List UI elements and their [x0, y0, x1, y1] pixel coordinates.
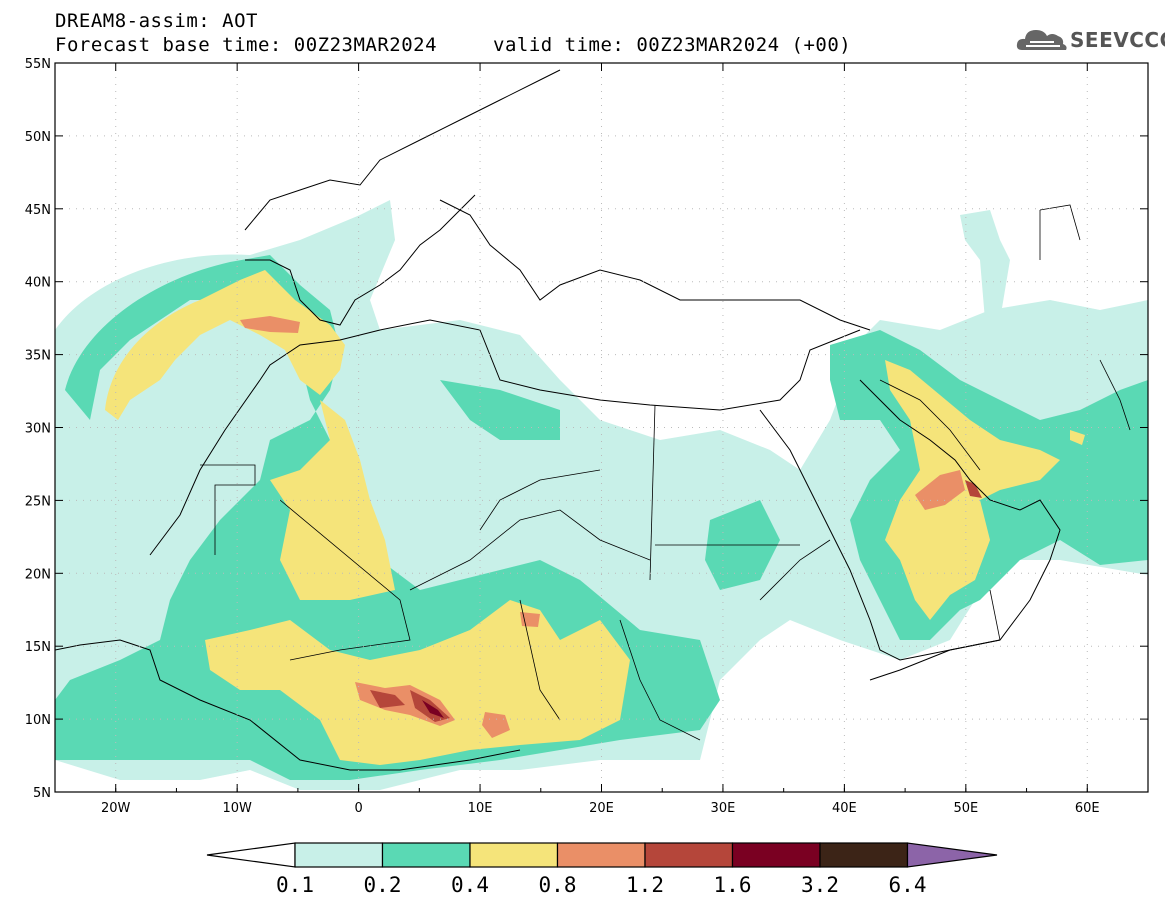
lat-tick-label: 35N: [25, 349, 51, 364]
lon-tick-label: 10W: [222, 801, 252, 816]
seevccc-logo: SEEVCCC: [1014, 22, 1165, 58]
valid-time: valid time: 00Z23MAR2024 (+00): [493, 34, 852, 56]
base-time: Forecast base time: 00Z23MAR2024: [55, 34, 438, 56]
colorbar-label: 1.2: [626, 873, 664, 897]
colorbar-segment: [819, 842, 909, 868]
lat-tick-label: 55N: [25, 57, 51, 72]
lon-tick-label: 0: [354, 801, 362, 816]
map-title: DREAM8-assim: AOT: [55, 10, 258, 32]
colorbar-segment: [294, 842, 384, 868]
colorbar-labels: 0.1 0.2 0.4 0.8 1.2 1.6 3.2 6.4: [276, 873, 926, 897]
grid-lines: [55, 63, 1148, 792]
colorbar-segment: [381, 842, 471, 868]
colorbar-label: 1.6: [714, 873, 752, 897]
cloud-icon: [1016, 30, 1067, 50]
colorbar-low-arrow: [206, 842, 296, 868]
lon-tick-label: 60E: [1075, 801, 1100, 816]
colorbar-label: 0.1: [276, 873, 314, 897]
lat-tick-label: 45N: [25, 203, 51, 218]
colorbar-label: 3.2: [801, 873, 839, 897]
time-info: Forecast base time: 00Z23MAR2024 valid ti…: [55, 34, 851, 56]
colorbar-label: 6.4: [889, 873, 927, 897]
aot-field: [55, 69, 1148, 790]
lat-tick-label: 50N: [25, 130, 51, 145]
colorbar-label: 0.8: [539, 873, 577, 897]
colorbar-segment: [469, 842, 559, 868]
lat-tick-label: 10N: [25, 713, 51, 728]
lat-tick-label: 25N: [25, 494, 51, 509]
colorbar-label: 0.2: [364, 873, 402, 897]
lon-tick-label: 30E: [711, 801, 736, 816]
lat-tick-label: 40N: [25, 276, 51, 291]
colorbar-label: 0.4: [451, 873, 489, 897]
lon-tick-label: 40E: [832, 801, 857, 816]
lon-tick-label: 10E: [468, 801, 493, 816]
colorbar: [206, 842, 998, 868]
lat-tick-label: 5N: [33, 786, 51, 801]
colorbar-segment: [731, 842, 821, 868]
colorbar-segment: [556, 842, 646, 868]
lat-tick-label: 30N: [25, 422, 51, 437]
lon-tick-label: 50E: [953, 801, 978, 816]
logo-text: SEEVCCC: [1070, 28, 1165, 52]
lat-tick-label: 15N: [25, 640, 51, 655]
lon-tick-label: 20E: [589, 801, 614, 816]
lon-tick-label: 20W: [101, 801, 131, 816]
lat-tick-label: 20N: [25, 567, 51, 582]
country-borders: [200, 204, 1131, 741]
axis-ticks: 5N 10N 15N 20N 25N 30N 35N 40N 45N 50N 55N 20W 10W 0 1…: [25, 57, 1149, 816]
colorbar-segment: [644, 842, 734, 868]
colorbar-high-arrow: [906, 842, 998, 868]
